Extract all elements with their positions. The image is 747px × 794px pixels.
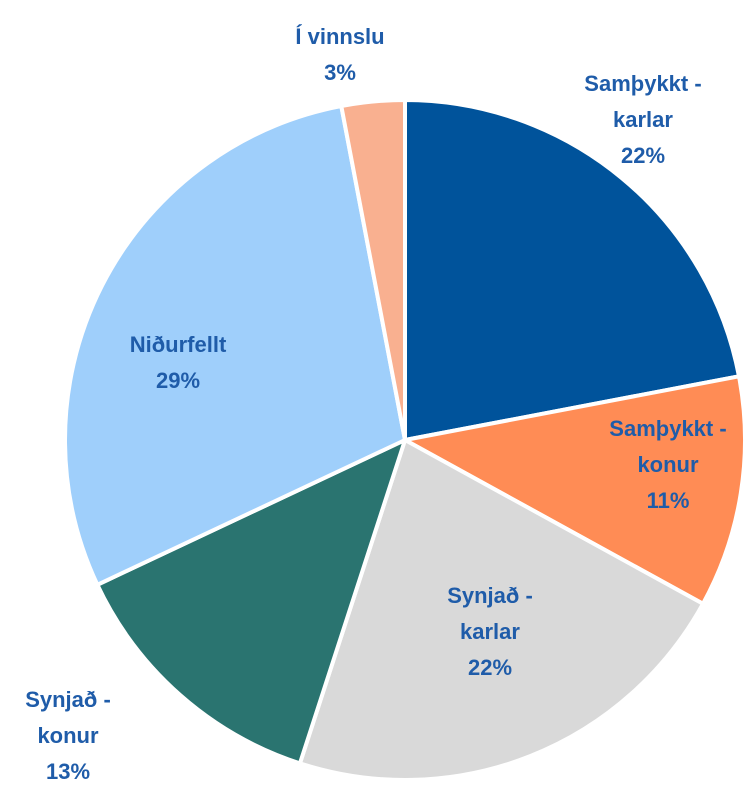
value-label: 22%	[467, 655, 513, 680]
value-label: 3%	[324, 60, 356, 85]
category-label: Samþykkt - karlar	[584, 71, 702, 132]
pie-slice	[297, 438, 705, 782]
category-label: Samþykkt - konur	[609, 416, 727, 477]
pie-slice	[95, 438, 407, 766]
value-label: 29%	[155, 368, 201, 393]
value-label: 13%	[45, 759, 91, 784]
slice-label: Niðurfellt 29%	[108, 327, 248, 399]
slice-label: Samþykkt - konur 11%	[598, 411, 738, 519]
pie-slice	[339, 98, 407, 442]
category-label: Synjað - karlar	[447, 583, 533, 644]
slice-label: Synjað - karlar 22%	[420, 578, 560, 686]
slice-label: Í vinnslu 3%	[270, 19, 410, 91]
slice-label: Samþykkt - karlar 22%	[573, 66, 713, 174]
pie-slice	[403, 98, 741, 442]
slice-label: Synjað - konur 13%	[0, 682, 138, 790]
value-label: 11%	[646, 488, 690, 513]
value-label: 22%	[620, 143, 666, 168]
pie-slice	[63, 104, 407, 587]
pie-slice	[403, 374, 747, 606]
category-label: Í vinnslu	[295, 24, 385, 49]
category-label: Niðurfellt	[129, 332, 227, 357]
category-label: Synjað - konur	[25, 687, 111, 748]
